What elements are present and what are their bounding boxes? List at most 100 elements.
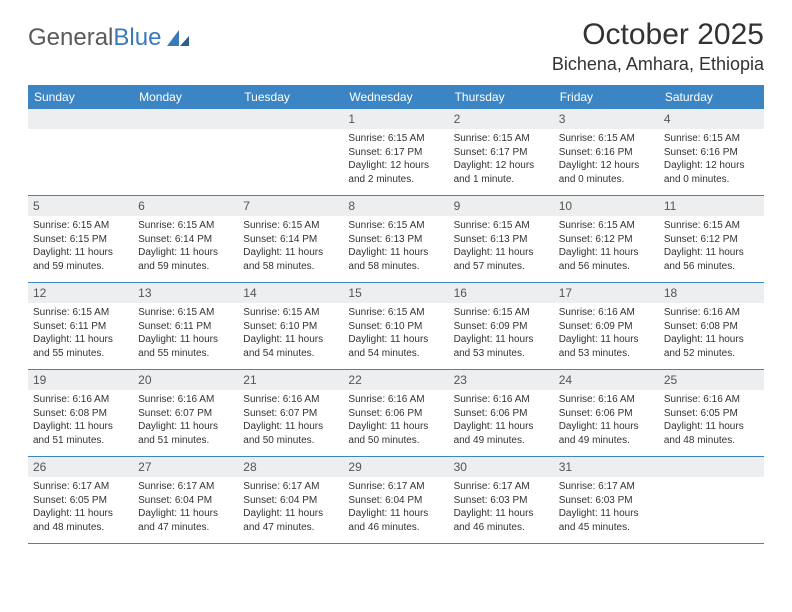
day-number: 15 (343, 283, 448, 303)
logo-text-a: General (28, 24, 113, 52)
daylight-line: Daylight: 11 hours and 51 minutes. (33, 420, 128, 447)
day-cell: 5Sunrise: 6:15 AMSunset: 6:15 PMDaylight… (28, 196, 133, 282)
daylight-line: Daylight: 11 hours and 50 minutes. (348, 420, 443, 447)
day-cell: 13Sunrise: 6:15 AMSunset: 6:11 PMDayligh… (133, 283, 238, 369)
day-number: 14 (238, 283, 343, 303)
week-row: 26Sunrise: 6:17 AMSunset: 6:05 PMDayligh… (28, 457, 764, 544)
sunrise-line: Sunrise: 6:16 AM (33, 393, 128, 407)
day-number: 21 (238, 370, 343, 390)
sunrise-line: Sunrise: 6:17 AM (454, 480, 549, 494)
sunset-line: Sunset: 6:08 PM (33, 407, 128, 421)
sunrise-line: Sunrise: 6:16 AM (348, 393, 443, 407)
day-cell (659, 457, 764, 543)
day-cell: 8 Sunrise: 6:15 AMSunset: 6:13 PMDaylight… (343, 196, 448, 282)
day-cell: 30Sunrise: 6:17 AMSunset: 6:03 PMDayligh… (449, 457, 554, 543)
day-cell (133, 109, 238, 195)
day-number: 4 (659, 109, 764, 129)
sunrise-line: Sunrise: 6:15 AM (559, 219, 654, 233)
daylight-line: Daylight: 12 hours and 0 minutes. (664, 159, 759, 186)
week-row: 5Sunrise: 6:15 AMSunset: 6:15 PMDaylight… (28, 196, 764, 283)
day-number: 22 (343, 370, 448, 390)
daylight-line: Daylight: 11 hours and 53 minutes. (559, 333, 654, 360)
day-number: 3 (554, 109, 659, 129)
sunset-line: Sunset: 6:03 PM (559, 494, 654, 508)
sunrise-line: Sunrise: 6:17 AM (138, 480, 233, 494)
day-number: 16 (449, 283, 554, 303)
sunset-line: Sunset: 6:10 PM (243, 320, 338, 334)
daylight-line: Daylight: 11 hours and 49 minutes. (454, 420, 549, 447)
sunrise-line: Sunrise: 6:15 AM (348, 306, 443, 320)
weekday-header: Saturday (659, 85, 764, 109)
daylight-line: Daylight: 11 hours and 55 minutes. (138, 333, 233, 360)
day-number: 17 (554, 283, 659, 303)
month-title: October 2025 (552, 18, 764, 52)
daylight-line: Daylight: 11 hours and 47 minutes. (243, 507, 338, 534)
day-cell: 4Sunrise: 6:15 AMSunset: 6:16 PMDaylight… (659, 109, 764, 195)
day-number: 20 (133, 370, 238, 390)
sunrise-line: Sunrise: 6:15 AM (348, 219, 443, 233)
day-cell: 18Sunrise: 6:16 AMSunset: 6:08 PMDayligh… (659, 283, 764, 369)
day-cell: 28Sunrise: 6:17 AMSunset: 6:04 PMDayligh… (238, 457, 343, 543)
daylight-line: Daylight: 11 hours and 45 minutes. (559, 507, 654, 534)
sunset-line: Sunset: 6:03 PM (454, 494, 549, 508)
daylight-line: Daylight: 12 hours and 1 minute. (454, 159, 549, 186)
sunset-line: Sunset: 6:13 PM (348, 233, 443, 247)
sunset-line: Sunset: 6:06 PM (348, 407, 443, 421)
day-number (238, 109, 343, 129)
day-cell: 22 Sunrise: 6:16 AMSunset: 6:06 PMDayligh… (343, 370, 448, 456)
sunrise-line: Sunrise: 6:15 AM (454, 219, 549, 233)
sunrise-line: Sunrise: 6:16 AM (559, 306, 654, 320)
weekday-header-row: SundayMondayTuesdayWednesdayThursdayFrid… (28, 85, 764, 109)
weekday-header: Monday (133, 85, 238, 109)
day-number: 10 (554, 196, 659, 216)
daylight-line: Daylight: 11 hours and 50 minutes. (243, 420, 338, 447)
daylight-line: Daylight: 11 hours and 53 minutes. (454, 333, 549, 360)
day-cell: 1Sunrise: 6:15 AMSunset: 6:17 PMDaylight… (343, 109, 448, 195)
sunset-line: Sunset: 6:04 PM (348, 494, 443, 508)
day-cell (238, 109, 343, 195)
day-number: 31 (554, 457, 659, 477)
weeks-container: 1Sunrise: 6:15 AMSunset: 6:17 PMDaylight… (28, 109, 764, 544)
day-number: 11 (659, 196, 764, 216)
day-cell: 14Sunrise: 6:15 AMSunset: 6:10 PMDayligh… (238, 283, 343, 369)
sunrise-line: Sunrise: 6:15 AM (243, 219, 338, 233)
day-cell: 6Sunrise: 6:15 AMSunset: 6:14 PMDaylight… (133, 196, 238, 282)
daylight-line: Daylight: 11 hours and 54 minutes. (348, 333, 443, 360)
sunset-line: Sunset: 6:06 PM (454, 407, 549, 421)
sunrise-line: Sunrise: 6:17 AM (243, 480, 338, 494)
day-cell: 27Sunrise: 6:17 AMSunset: 6:04 PMDayligh… (133, 457, 238, 543)
day-cell: 21 Sunrise: 6:16 AMSunset: 6:07 PMDayligh… (238, 370, 343, 456)
day-number: 25 (659, 370, 764, 390)
weekday-header: Friday (554, 85, 659, 109)
daylight-line: Daylight: 12 hours and 2 minutes. (348, 159, 443, 186)
day-cell: 10Sunrise: 6:15 AMSunset: 6:12 PMDayligh… (554, 196, 659, 282)
sunrise-line: Sunrise: 6:15 AM (664, 219, 759, 233)
day-cell: 9Sunrise: 6:15 AMSunset: 6:13 PMDaylight… (449, 196, 554, 282)
day-cell: 7Sunrise: 6:15 AMSunset: 6:14 PMDaylight… (238, 196, 343, 282)
logo-text-b: Blue (113, 24, 161, 52)
day-number: 19 (28, 370, 133, 390)
week-row: 1Sunrise: 6:15 AMSunset: 6:17 PMDaylight… (28, 109, 764, 196)
day-number: 1 (343, 109, 448, 129)
sunrise-line: Sunrise: 6:15 AM (138, 219, 233, 233)
weekday-header: Sunday (28, 85, 133, 109)
daylight-line: Daylight: 11 hours and 57 minutes. (454, 246, 549, 273)
daylight-line: Daylight: 11 hours and 51 minutes. (138, 420, 233, 447)
daylight-line: Daylight: 11 hours and 58 minutes. (243, 246, 338, 273)
day-number: 6 (133, 196, 238, 216)
daylight-line: Daylight: 11 hours and 58 minutes. (348, 246, 443, 273)
sunrise-line: Sunrise: 6:17 AM (348, 480, 443, 494)
sunset-line: Sunset: 6:05 PM (664, 407, 759, 421)
day-number: 7 (238, 196, 343, 216)
sunset-line: Sunset: 6:15 PM (33, 233, 128, 247)
sunset-line: Sunset: 6:05 PM (33, 494, 128, 508)
sunset-line: Sunset: 6:07 PM (243, 407, 338, 421)
day-cell: 20Sunrise: 6:16 AMSunset: 6:07 PMDayligh… (133, 370, 238, 456)
day-number (133, 109, 238, 129)
day-number: 8 (343, 196, 448, 216)
sunset-line: Sunset: 6:06 PM (559, 407, 654, 421)
sunrise-line: Sunrise: 6:15 AM (454, 132, 549, 146)
sunset-line: Sunset: 6:16 PM (664, 146, 759, 160)
sunset-line: Sunset: 6:09 PM (454, 320, 549, 334)
sunrise-line: Sunrise: 6:16 AM (243, 393, 338, 407)
